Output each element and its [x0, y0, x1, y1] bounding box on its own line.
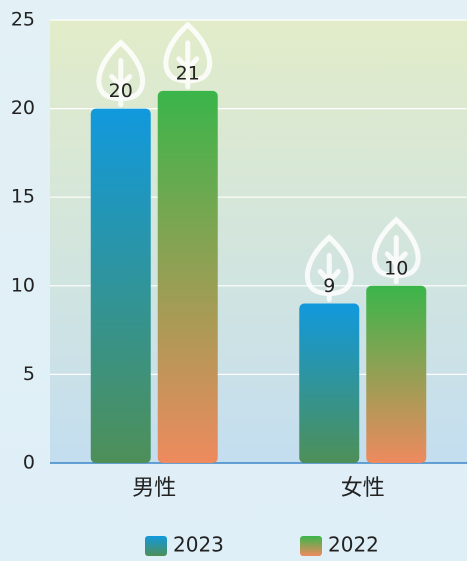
- leaf-icon: [163, 21, 212, 90]
- y-tick-label: 20: [11, 97, 35, 119]
- leaf-icon: [305, 234, 354, 303]
- bar: [366, 285, 427, 463]
- y-tick-label: 10: [11, 274, 35, 296]
- legend-label: 2022: [328, 533, 379, 557]
- bar: [90, 108, 151, 463]
- leaf-vein: [384, 235, 408, 285]
- leaf-vein: [109, 58, 133, 108]
- leaf-vein: [176, 40, 200, 90]
- value-label: 10: [384, 257, 408, 279]
- legend-label: 2023: [173, 533, 224, 557]
- x-tick-label: 男性: [132, 476, 176, 501]
- y-tick-label: 15: [11, 186, 35, 208]
- bar: [299, 303, 360, 463]
- y-tick-label: 5: [23, 363, 35, 385]
- y-tick-label: 0: [23, 452, 35, 474]
- y-tick-label: 25: [11, 9, 35, 31]
- value-label: 21: [176, 62, 200, 84]
- x-tick-label: 女性: [341, 476, 385, 501]
- value-label: 9: [323, 275, 335, 297]
- legend-swatch: [300, 536, 322, 556]
- leaf-icon: [96, 39, 145, 108]
- value-label: 20: [109, 80, 133, 102]
- leaf-vein: [317, 253, 341, 303]
- leaf-icon: [372, 216, 421, 285]
- legend-swatch: [145, 536, 167, 556]
- bar: [157, 90, 218, 463]
